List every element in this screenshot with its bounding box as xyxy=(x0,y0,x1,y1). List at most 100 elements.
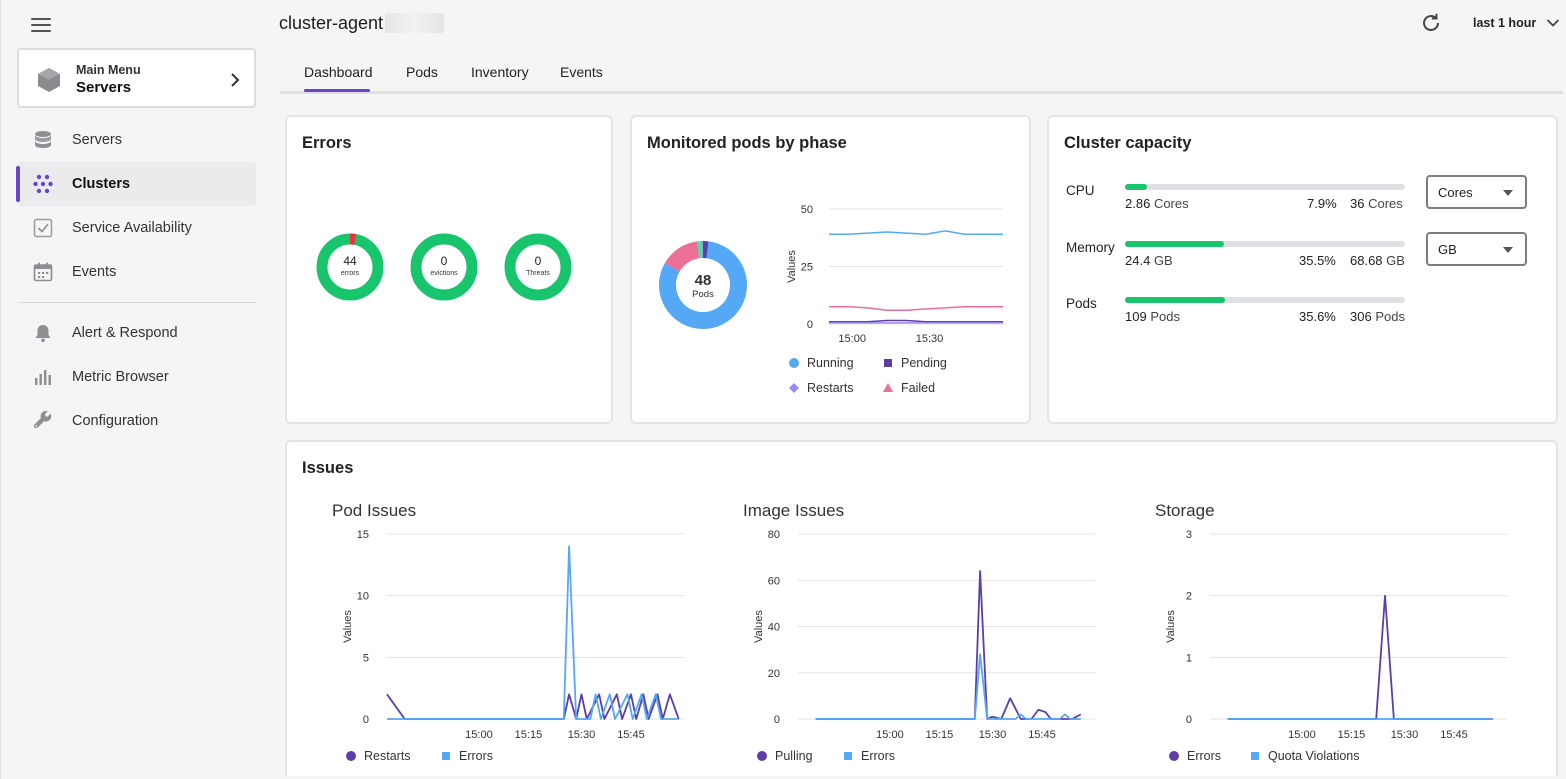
legend-label: Quota Violations xyxy=(1268,749,1360,763)
refresh-icon[interactable] xyxy=(1420,12,1442,34)
x-tick-label: 15:00 xyxy=(465,729,493,741)
series-pending[interactable] xyxy=(829,319,1003,323)
legend-errors[interactable]: Errors xyxy=(842,749,895,763)
legend-failed[interactable]: Failed xyxy=(882,381,935,395)
series-errors[interactable] xyxy=(387,545,679,720)
square-marker-icon xyxy=(1251,752,1259,760)
series-running[interactable] xyxy=(829,230,1003,236)
legend-pending[interactable]: Pending xyxy=(882,356,947,370)
memory-total: 68.68 GB xyxy=(1350,253,1405,268)
evictions-donut-ring xyxy=(410,233,478,301)
tab-inventory[interactable]: Inventory xyxy=(471,64,529,80)
sidebar-item-metric-browser[interactable]: Metric Browser xyxy=(17,355,256,399)
x-tick-label: 15:15 xyxy=(515,729,543,741)
cpu-percent: 7.9% xyxy=(1307,196,1337,211)
sidebar-item-alert-respond[interactable]: Alert & Respond xyxy=(17,311,256,355)
legend-label: Errors xyxy=(459,749,494,763)
pie-slice-running[interactable] xyxy=(659,241,747,329)
storage-chart[interactable]: 0 1 2 3 Values 15:00 15:15 15:30 15:45 xyxy=(1155,526,1515,741)
pod-issues-title: Pod Issues xyxy=(332,501,417,520)
pods-percent: 35.6% xyxy=(1299,309,1336,324)
square-marker-icon xyxy=(442,752,450,760)
legend-pulling[interactable]: Pulling xyxy=(756,749,813,763)
sidebar-item-label: Service Availability xyxy=(72,220,192,236)
threats-count: 0 xyxy=(534,254,542,268)
hamburger-menu-icon[interactable] xyxy=(31,16,53,34)
pods-phase-pie[interactable] xyxy=(659,241,747,329)
legend-restarts[interactable]: Restarts xyxy=(788,381,854,395)
legend-label: Pulling xyxy=(775,749,813,763)
sidebar-item-servers[interactable]: Servers xyxy=(17,118,256,162)
circle-marker-icon xyxy=(789,358,799,368)
y-tick-label: 2 xyxy=(1186,591,1192,603)
pie-slice-failed[interactable] xyxy=(664,241,700,273)
sidebar-item-configuration[interactable]: Configuration xyxy=(17,399,256,443)
evictions-donut[interactable]: 0 evictions xyxy=(409,232,479,302)
sidebar-item-label: Events xyxy=(72,264,117,280)
memory-usage-bar xyxy=(1125,241,1405,247)
legend-restarts[interactable]: Restarts xyxy=(345,749,411,763)
evictions-count: 0 xyxy=(440,254,448,268)
sidebar-item-service-availability[interactable]: Service Availability xyxy=(17,206,256,250)
memory-unit-select[interactable]: GB xyxy=(1426,232,1527,266)
legend-errors[interactable]: Errors xyxy=(440,749,493,763)
square-marker-icon xyxy=(844,752,852,760)
hexagon-icon xyxy=(38,68,60,92)
circle-marker-icon xyxy=(346,751,356,761)
x-tick-label: 15:45 xyxy=(1028,729,1056,741)
y-axis-label: Values xyxy=(753,610,765,643)
y-tick-label: 0 xyxy=(363,714,369,726)
legend-errors[interactable]: Errors xyxy=(1168,749,1221,763)
series-errors[interactable] xyxy=(815,653,1081,720)
threats-donut[interactable]: 0 Threats xyxy=(503,232,573,302)
tab-dashboard[interactable]: Dashboard xyxy=(304,64,373,80)
sidebar-divider xyxy=(19,302,256,303)
legend-label: Running xyxy=(807,356,854,370)
bell-icon xyxy=(33,323,53,343)
legend-running[interactable]: Running xyxy=(788,356,854,370)
chevron-down-icon[interactable] xyxy=(1546,18,1560,28)
y-tick-label: 40 xyxy=(768,622,780,634)
cpu-total: 36 Cores xyxy=(1350,196,1403,211)
sidebar-item-clusters[interactable]: Clusters xyxy=(16,162,256,206)
threats-donut-ring xyxy=(504,233,572,301)
card-title: Monitored pods by phase xyxy=(647,134,847,152)
time-range-selector[interactable]: last 1 hour xyxy=(1473,16,1537,30)
y-tick-label: 15 xyxy=(357,529,369,541)
main-menu-caption: Main Menu xyxy=(76,63,141,77)
calendar-icon xyxy=(33,262,53,282)
x-tick-label: 15:15 xyxy=(926,729,954,741)
tab-pods[interactable]: Pods xyxy=(406,64,438,80)
legend-quota-violations[interactable]: Quota Violations xyxy=(1249,749,1360,763)
cpu-usage-bar xyxy=(1125,184,1405,190)
series-failed[interactable] xyxy=(829,306,1003,311)
main-menu-button[interactable]: Main Menu Servers xyxy=(17,48,256,108)
storage-title: Storage xyxy=(1155,501,1215,520)
pod-issues-chart[interactable]: 0 5 10 15 Values 15:00 15:15 15:30 15:45 xyxy=(332,526,692,741)
series-restarts[interactable] xyxy=(386,693,680,720)
pods-used: 109 Pods xyxy=(1125,309,1180,324)
wrench-icon xyxy=(33,411,53,431)
tab-bar: Dashboard Pods Inventory Events xyxy=(280,56,1563,94)
tab-events[interactable]: Events xyxy=(560,64,603,80)
series-pulling[interactable] xyxy=(815,570,1082,720)
pods-phase-line-chart[interactable]: 0 25 50 Values 15:00 15:30 xyxy=(777,195,1017,355)
threats-label: Threats xyxy=(526,270,550,277)
evictions-label: evictions xyxy=(430,270,458,277)
x-tick-label: 15:00 xyxy=(838,333,866,345)
y-tick-label: 3 xyxy=(1186,529,1192,541)
dropdown-arrow-icon xyxy=(1503,190,1513,196)
y-tick-label: 1 xyxy=(1186,652,1192,664)
database-icon xyxy=(33,130,53,150)
legend-label: Errors xyxy=(1187,749,1222,763)
page-title: cluster-agent xyxy=(279,13,384,33)
cpu-used: 2.86 Cores xyxy=(1125,196,1189,211)
sidebar-item-events[interactable]: Events xyxy=(17,250,256,294)
y-tick-label: 50 xyxy=(801,204,813,216)
triangle-marker-icon xyxy=(883,383,893,392)
sidebar-item-label: Servers xyxy=(72,132,122,148)
errors-donut[interactable]: 44 errors xyxy=(315,232,385,302)
cpu-unit-select[interactable]: Cores xyxy=(1426,175,1527,209)
errors-donut-ring xyxy=(316,233,384,301)
image-issues-chart[interactable]: 0 20 40 60 80 Values 15:00 15:15 15:30 15:45 xyxy=(743,526,1103,741)
